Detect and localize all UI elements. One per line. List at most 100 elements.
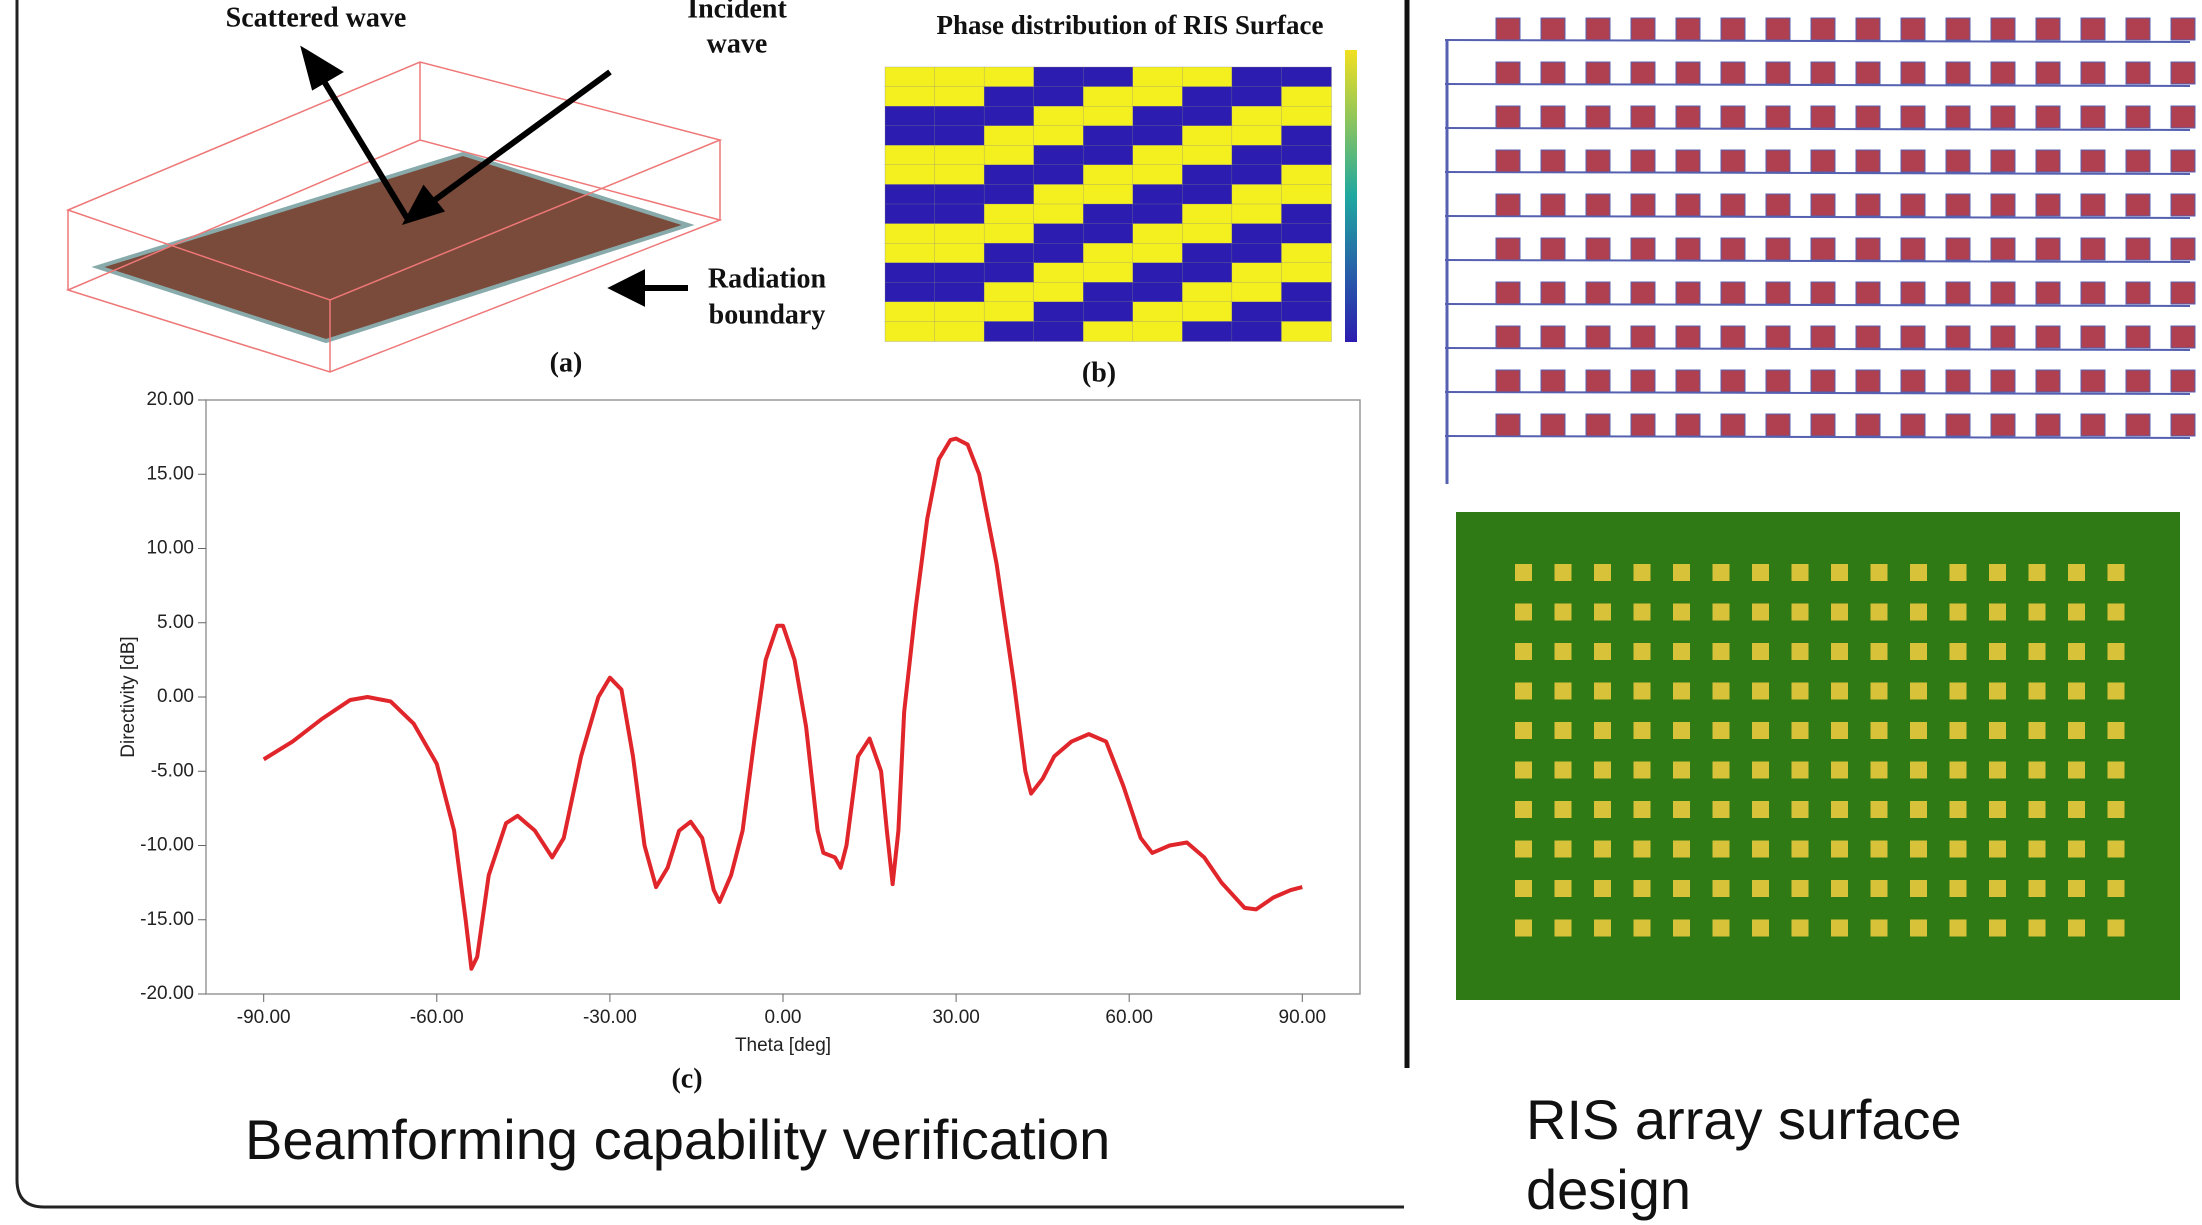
ris-cell — [1586, 194, 1610, 216]
patch — [1871, 762, 1888, 779]
heat-cell — [1182, 67, 1232, 87]
line-series — [264, 439, 1303, 969]
ris-cell — [2036, 150, 2060, 172]
colorbar — [1345, 50, 1357, 342]
ris-cell — [1811, 194, 1835, 216]
heat-cell — [1182, 184, 1232, 204]
heat-cell — [1281, 204, 1331, 224]
ris-cell — [1901, 282, 1925, 304]
patch — [1634, 841, 1651, 858]
ris-cell — [1676, 18, 1700, 40]
patch — [1910, 564, 1927, 581]
patch — [1555, 920, 1572, 937]
patch — [1713, 722, 1730, 739]
patch — [2068, 722, 2085, 739]
patch — [1673, 683, 1690, 700]
ris-cell — [2081, 282, 2105, 304]
ris-cell — [1901, 62, 1925, 84]
heat-cell — [1182, 126, 1232, 146]
heat-cell — [1133, 87, 1183, 107]
heat-cell — [1232, 67, 1282, 87]
y-tick-label: -20.00 — [140, 983, 194, 1004]
heat-cell — [1281, 126, 1331, 146]
heat-cell — [984, 204, 1034, 224]
heat-cell — [1281, 282, 1331, 302]
patch — [1634, 643, 1651, 660]
heat-cell — [984, 263, 1034, 283]
patch — [1792, 920, 1809, 937]
plot-area — [206, 400, 1360, 994]
ris-cell — [1586, 370, 1610, 392]
ris-cell — [1631, 150, 1655, 172]
patch — [1555, 643, 1572, 660]
ris-cell — [1496, 414, 1520, 436]
patch — [1634, 801, 1651, 818]
patch — [1713, 801, 1730, 818]
ris-cell — [1811, 62, 1835, 84]
heat-cell — [1083, 184, 1133, 204]
heat-cell — [1232, 263, 1282, 283]
ris-cell — [2126, 194, 2150, 216]
patch — [1910, 762, 1927, 779]
x-axis-label: Theta [deg] — [735, 1035, 831, 1056]
patch — [1594, 683, 1611, 700]
heat-cell — [1083, 67, 1133, 87]
ris-cell — [1811, 150, 1835, 172]
y-tick-label: 10.00 — [146, 538, 194, 559]
patch — [1515, 722, 1532, 739]
heat-cell — [1083, 321, 1133, 341]
patch — [1752, 880, 1769, 897]
heat-cell — [1083, 224, 1133, 244]
label: Radiation — [708, 263, 827, 294]
heat-cell — [885, 321, 935, 341]
patch — [1515, 920, 1532, 937]
patch — [1555, 880, 1572, 897]
patch — [1555, 683, 1572, 700]
ris-cell — [2171, 194, 2195, 216]
ris-cell — [1766, 62, 1790, 84]
ris-cell — [1901, 238, 1925, 260]
ris-cell — [2171, 282, 2195, 304]
heat-cell — [1133, 184, 1183, 204]
patch — [1594, 643, 1611, 660]
heat-cell — [1133, 204, 1183, 224]
patch — [1950, 643, 1967, 660]
ris-cell — [1496, 282, 1520, 304]
label: Scattered wave — [226, 2, 407, 33]
ris-cell — [2171, 106, 2195, 128]
ris-cell — [2171, 62, 2195, 84]
ris-cell — [1856, 238, 1880, 260]
heat-cell — [1182, 302, 1232, 322]
heat-cell — [1083, 243, 1133, 263]
ris-cell — [1991, 326, 2015, 348]
ris-cell — [2171, 18, 2195, 40]
panel-label: (b) — [1082, 357, 1116, 388]
patch — [1594, 564, 1611, 581]
y-tick-label: 5.00 — [157, 612, 194, 633]
label: wave — [707, 28, 768, 59]
ris-cell — [1631, 326, 1655, 348]
ris-cell — [1496, 150, 1520, 172]
heat-cell — [1281, 87, 1331, 107]
patch — [1515, 841, 1532, 858]
heat-cell — [1232, 126, 1282, 146]
patch — [1634, 564, 1651, 581]
heat-cell — [885, 165, 935, 185]
y-tick-label: 20.00 — [146, 389, 194, 410]
ris-cell — [1856, 106, 1880, 128]
y-tick-label: -5.00 — [151, 760, 194, 781]
heat-cell — [1182, 87, 1232, 107]
heat-cell — [1034, 302, 1084, 322]
patch — [1673, 564, 1690, 581]
patch — [1871, 683, 1888, 700]
ris-cell — [1631, 62, 1655, 84]
patch — [1871, 722, 1888, 739]
heatmap — [885, 67, 1332, 342]
patch — [1713, 604, 1730, 621]
ris-cell — [1991, 238, 2015, 260]
heat-cell — [935, 67, 985, 87]
x-tick-label: 90.00 — [1279, 1007, 1327, 1028]
panel-label: (a) — [550, 347, 583, 378]
ris-cell — [2126, 238, 2150, 260]
patch — [1950, 683, 1967, 700]
